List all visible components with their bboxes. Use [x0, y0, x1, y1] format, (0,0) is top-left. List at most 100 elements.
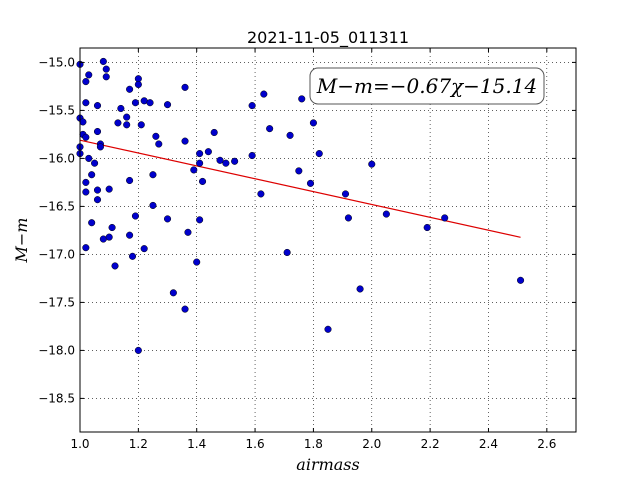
- data-point: [108, 223, 116, 232]
- data-point: [196, 216, 204, 224]
- y-tick-label: −17.5: [38, 295, 75, 309]
- data-point: [117, 104, 125, 113]
- data-point: [441, 214, 449, 222]
- data-point: [295, 167, 303, 175]
- data-point: [79, 118, 87, 126]
- y-tick-label: −18.0: [38, 343, 75, 357]
- chart-title: 2021-11-05_011311: [247, 28, 409, 48]
- data-point: [102, 65, 110, 73]
- y-tick-label: −16.5: [38, 199, 75, 213]
- data-point: [248, 102, 256, 110]
- data-point: [137, 121, 145, 129]
- y-tick-label: −18.5: [38, 391, 75, 405]
- data-point: [266, 125, 274, 133]
- data-point: [155, 140, 163, 148]
- data-point: [298, 95, 306, 103]
- data-point: [198, 177, 207, 185]
- data-point: [91, 159, 99, 167]
- data-point: [105, 185, 113, 193]
- data-point: [131, 212, 139, 220]
- data-point: [126, 231, 134, 239]
- data-point: [149, 201, 157, 209]
- data-point: [260, 90, 268, 98]
- data-point: [193, 258, 201, 266]
- y-tick-label: −16.0: [38, 151, 75, 165]
- data-point: [181, 305, 189, 313]
- data-point: [196, 159, 204, 167]
- data-points: [76, 57, 525, 354]
- data-point: [82, 133, 90, 141]
- data-point: [309, 119, 317, 127]
- data-point: [82, 178, 90, 186]
- x-tick-label: 1.4: [187, 437, 206, 451]
- grid: [79, 48, 576, 432]
- data-point: [368, 160, 376, 168]
- data-point: [111, 262, 119, 270]
- data-point: [123, 113, 131, 121]
- data-point: [93, 186, 102, 194]
- data-point: [382, 210, 390, 218]
- fit-line-group: [79, 139, 521, 238]
- data-point: [231, 157, 239, 165]
- data-point: [88, 171, 96, 179]
- data-point: [356, 285, 364, 293]
- data-point: [190, 166, 198, 174]
- x-tick-label: 1.2: [129, 437, 148, 451]
- data-point: [96, 143, 104, 151]
- x-tick-label: 1.8: [304, 437, 323, 451]
- data-point: [82, 78, 90, 86]
- data-point: [93, 196, 102, 204]
- data-point: [181, 83, 189, 91]
- data-point: [82, 244, 90, 252]
- data-point: [126, 85, 134, 93]
- y-tick-label: −15.0: [38, 55, 75, 69]
- x-tick-label: 1.6: [246, 437, 265, 451]
- data-point: [248, 151, 256, 160]
- fit-annotation: M−m=−0.67χ−15.14: [309, 67, 545, 105]
- data-point: [324, 325, 332, 333]
- data-point: [216, 156, 224, 164]
- data-point: [123, 121, 131, 129]
- data-point: [93, 127, 102, 136]
- data-point: [169, 289, 177, 297]
- data-point: [517, 276, 525, 284]
- data-point: [82, 188, 90, 196]
- data-point: [93, 102, 102, 110]
- x-tick-label: 2.2: [421, 437, 440, 451]
- data-point: [82, 99, 90, 107]
- data-point: [163, 101, 172, 109]
- data-point: [181, 137, 189, 145]
- data-point: [222, 159, 230, 167]
- data-point: [149, 171, 157, 179]
- data-point: [344, 214, 352, 222]
- annotation-box: [309, 67, 545, 105]
- data-point: [210, 128, 218, 137]
- y-tick-label: −17.0: [38, 247, 75, 261]
- data-point: [196, 150, 204, 158]
- data-point: [315, 150, 323, 158]
- data-point: [134, 346, 142, 354]
- data-point: [306, 179, 315, 187]
- data-point: [114, 119, 122, 127]
- axis-ticks: 1.0 1.2 1.4 1.6 1.8 2.0 2.2 2.4 2.6 −15.0 −15.5 −16…: [38, 48, 576, 451]
- data-point: [99, 57, 107, 65]
- data-point: [105, 233, 113, 241]
- y-axis-label: M−m: [12, 218, 31, 264]
- data-point: [146, 99, 154, 107]
- data-point: [140, 245, 148, 253]
- data-point: [204, 148, 212, 156]
- x-tick-label: 2.0: [362, 437, 381, 451]
- data-point: [88, 219, 96, 227]
- data-point: [128, 252, 137, 260]
- data-point: [184, 228, 192, 236]
- data-point: [257, 190, 265, 198]
- y-tick-label: −15.5: [38, 103, 75, 117]
- data-point: [286, 131, 294, 139]
- data-point: [134, 80, 142, 89]
- data-point: [341, 190, 350, 198]
- plot-area: [80, 48, 576, 432]
- data-point: [283, 248, 291, 257]
- data-point: [423, 223, 431, 232]
- data-point: [131, 99, 139, 107]
- annotation-text: M−m=−0.67χ−15.14: [316, 74, 537, 98]
